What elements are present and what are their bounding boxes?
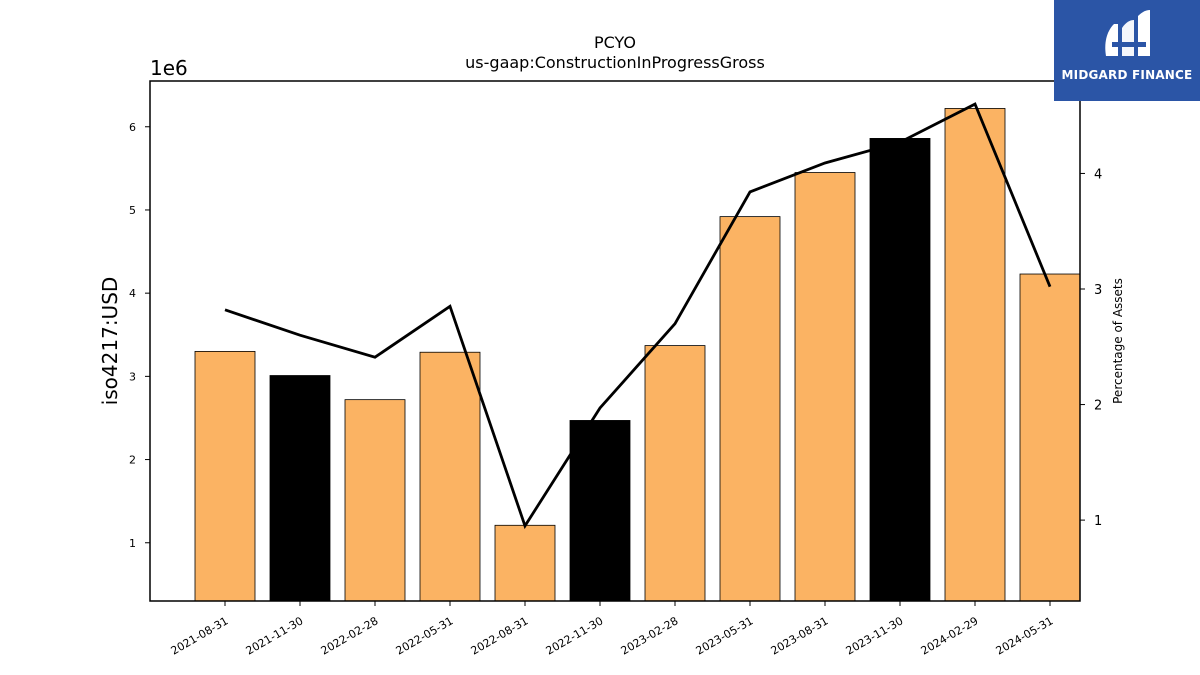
line-layer xyxy=(224,102,1052,530)
y2-tick-label: 4 xyxy=(1094,167,1102,182)
bar-2021-08-31 xyxy=(194,350,256,602)
bar-2023-11-30 xyxy=(869,138,931,602)
x-tick-label: 2022-02-28 xyxy=(319,614,381,657)
y-tick-label: 4 xyxy=(129,287,136,300)
y-axis-offset-label: 1e6 xyxy=(150,56,188,80)
chart-subtitle: us-gaap:ConstructionInProgressGross xyxy=(465,53,765,72)
bar-2023-08-31 xyxy=(794,172,856,602)
y-axis-label: iso4217:USD xyxy=(98,277,122,406)
x-tick-label: 2024-02-29 xyxy=(919,614,981,657)
percentage-of-assets-line xyxy=(224,102,1052,530)
plot-frame xyxy=(149,80,1081,602)
x-tick-label: 2022-05-31 xyxy=(394,614,456,657)
x-tick-label: 2024-05-31 xyxy=(994,614,1056,657)
y2-tick-label: 3 xyxy=(1094,283,1102,298)
y-tick-label: 6 xyxy=(129,121,136,134)
bar-2023-02-28 xyxy=(644,345,706,602)
bar-2021-11-30 xyxy=(269,375,331,602)
bar-2022-11-30 xyxy=(569,420,631,602)
logo-text: MIDGARD FINANCE xyxy=(1061,68,1193,82)
x-tick-label: 2022-11-30 xyxy=(544,614,606,657)
y2-tick-label: 1 xyxy=(1094,514,1102,529)
bar-2024-05-31 xyxy=(1019,273,1081,602)
x-tick-label: 2021-08-31 xyxy=(169,614,231,657)
bar-2022-02-28 xyxy=(344,399,406,602)
x-tick-label: 2023-05-31 xyxy=(694,614,756,657)
bar-2022-08-31 xyxy=(494,524,556,602)
y-tick-label: 3 xyxy=(129,370,136,383)
bar-2023-05-31 xyxy=(719,216,781,602)
y2-axis-label: Percentage of Assets xyxy=(1111,278,1125,404)
y-tick-label: 2 xyxy=(129,454,136,467)
x-tick-label: 2022-08-31 xyxy=(469,614,531,657)
x-tick-label: 2021-11-30 xyxy=(244,614,306,657)
midgard-finance-logo: MIDGARD FINANCE xyxy=(1054,0,1200,101)
x-tick-label: 2023-11-30 xyxy=(844,614,906,657)
x-tick-label: 2023-02-28 xyxy=(619,614,681,657)
y2-tick-label: 2 xyxy=(1094,399,1102,414)
y-tick-label: 1 xyxy=(129,537,136,550)
x-tick-label: 2023-08-31 xyxy=(769,614,831,657)
bar-2024-02-29 xyxy=(944,108,1006,602)
midgard-logo-icon xyxy=(1105,10,1150,56)
y-tick-label: 5 xyxy=(129,204,136,217)
chart-title: PCYO xyxy=(594,33,636,52)
bars-layer xyxy=(194,108,1081,602)
bar-2022-05-31 xyxy=(419,351,481,602)
